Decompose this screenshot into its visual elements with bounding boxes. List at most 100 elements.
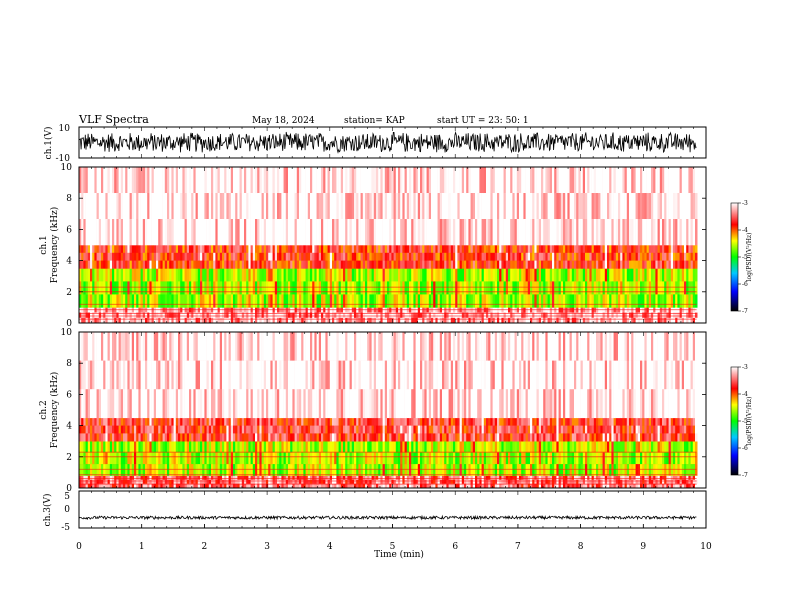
spectrogram-cell xyxy=(406,281,410,295)
spectrogram-cell xyxy=(327,294,331,308)
spectrogram-cell xyxy=(222,479,225,485)
spectrogram-cell xyxy=(334,425,337,434)
spectrogram-cell xyxy=(673,260,676,269)
spectrogram-cell xyxy=(244,294,247,308)
spectrogram-cell xyxy=(659,294,663,308)
spectrogram-cell xyxy=(314,452,317,465)
spectrogram-cell xyxy=(211,360,214,390)
spectrogram-cell xyxy=(149,245,152,254)
spectrogram-cell xyxy=(622,307,625,313)
spectrogram-cell xyxy=(116,252,119,261)
spectrogram-cell xyxy=(389,294,392,308)
spectrogram-cell xyxy=(299,389,302,419)
spectrogram-cell xyxy=(204,475,207,480)
spectrogram-cell xyxy=(270,479,273,485)
spectrogram-cell xyxy=(486,219,489,246)
spectrogram-cell xyxy=(349,260,353,269)
spectrogram-cell xyxy=(464,252,467,261)
spectrogram-cell xyxy=(255,294,258,308)
spectrogram-cell xyxy=(83,268,86,282)
spectrogram-cell xyxy=(373,167,377,194)
spectrogram-cell xyxy=(186,425,190,434)
spectrogram-cell xyxy=(521,219,524,246)
spectrogram-cell xyxy=(169,360,172,390)
spectrogram-cell xyxy=(292,260,295,269)
spectrogram-cell xyxy=(173,260,177,269)
spectrogram-cell xyxy=(200,441,203,453)
spectrogram-cell xyxy=(582,281,586,295)
spectrogram-cell xyxy=(252,332,256,361)
spectrogram-cell xyxy=(230,268,234,282)
spectrogram-cell xyxy=(270,464,273,476)
spectrogram-cell xyxy=(252,475,256,480)
spectrogram-cell xyxy=(259,360,262,390)
spectrogram-cell xyxy=(398,193,401,220)
spectrogram-cell xyxy=(285,332,289,361)
spectrogram-cell xyxy=(358,425,361,434)
spectrogram-cell xyxy=(182,332,185,361)
spectrogram-cell xyxy=(222,268,225,282)
spectrogram-cell xyxy=(248,317,251,323)
spectrogram-cell xyxy=(98,479,102,485)
spectrogram-cell xyxy=(459,193,463,220)
spectrogram-cell xyxy=(536,294,540,308)
spectrogram-cell xyxy=(233,360,236,390)
spectrogram-cell xyxy=(123,441,126,453)
spectrogram-cell xyxy=(189,281,192,295)
spectrogram-cell xyxy=(145,281,148,295)
spectrogram-cell xyxy=(365,307,368,313)
spectrogram-cell xyxy=(494,307,498,313)
spectrogram-cell xyxy=(171,360,174,390)
spectrogram-cell xyxy=(560,307,564,313)
spectrogram-cell xyxy=(571,281,575,295)
spectrogram-cell xyxy=(272,464,276,476)
spectrogram-cell xyxy=(356,294,359,308)
spectrogram-cell xyxy=(107,219,111,246)
spectrogram-cell xyxy=(455,317,458,323)
spectrogram-cell xyxy=(92,219,95,246)
spectrogram-cell xyxy=(125,252,128,261)
spectrogram-cell xyxy=(246,312,249,319)
spectrogram-cell xyxy=(217,483,221,488)
spectrogram-cell xyxy=(257,193,260,220)
spectrogram-cell xyxy=(340,252,344,261)
spectrogram-cell xyxy=(675,268,678,282)
spectrogram-cell xyxy=(138,294,141,308)
spectrogram-cell xyxy=(237,433,240,442)
spectrogram-cell xyxy=(523,167,526,194)
spectrogram-cell xyxy=(545,307,548,313)
spectrogram-cell xyxy=(651,260,654,269)
spectrogram-cell xyxy=(222,433,225,442)
spectrogram-cell xyxy=(318,417,322,426)
spectrogram-cell xyxy=(160,464,163,476)
spectrogram-cell xyxy=(382,294,386,308)
spectrogram-cell xyxy=(336,219,339,246)
spectrogram-cell xyxy=(602,307,606,313)
spectrogram-cell xyxy=(151,281,155,295)
spectrogram-cell xyxy=(334,312,337,319)
spectrogram-cell xyxy=(431,312,434,319)
spectrogram-cell xyxy=(94,360,97,390)
spectrogram-cell xyxy=(345,219,348,246)
spectrogram-cell xyxy=(87,294,91,308)
spectrogram-cell xyxy=(626,312,630,319)
spectrogram-cell xyxy=(664,294,667,308)
spectrogram-cell xyxy=(252,417,256,426)
spectrogram-cell xyxy=(640,167,643,194)
spectrogram-cell xyxy=(615,245,619,254)
spectrogram-cell xyxy=(204,441,207,453)
spectrogram-cell xyxy=(125,268,128,282)
spectrogram-cell xyxy=(153,483,157,488)
spectrogram-cell xyxy=(81,360,84,390)
spectrogram-cell xyxy=(153,389,157,419)
spectrogram-cell xyxy=(336,307,339,313)
spectrogram-cell xyxy=(270,452,273,465)
spectrogram-cell xyxy=(151,307,155,313)
spectrogram-cell xyxy=(631,260,634,269)
spectrogram-cell xyxy=(340,312,344,319)
spectrogram-cell xyxy=(283,294,287,308)
spectrogram-cell xyxy=(316,360,320,390)
spectrogram-cell xyxy=(197,433,201,442)
spectrogram-cell xyxy=(158,441,161,453)
spectrogram-cell xyxy=(585,281,588,295)
